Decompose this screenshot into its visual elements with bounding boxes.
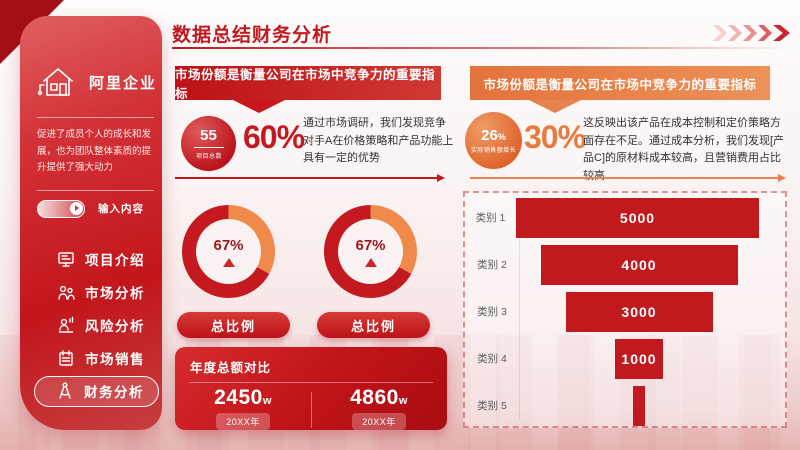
triangle-up-icon <box>222 257 235 267</box>
funnel-row: 类别 5 <box>465 383 785 428</box>
left-paragraph: 通过市场调研，我们发现竞争对手A在价格策略和产品功能上具有一定的优势 <box>303 117 454 165</box>
monitor-icon <box>58 252 74 268</box>
big-percent-right: 30% <box>524 119 586 155</box>
compass-icon <box>59 382 71 400</box>
calendar-icon <box>59 350 73 367</box>
sidebar-divider <box>37 117 154 118</box>
card-divider <box>189 382 433 383</box>
stat-label: 实际销售额增长 <box>470 147 517 154</box>
amount-value: 4860w <box>350 386 408 409</box>
stat-divider <box>193 146 224 148</box>
funnel-bar-track: 5000 <box>516 197 759 238</box>
funnel-bar-track <box>519 385 759 426</box>
total-ratio-pill-button[interactable]: 总比例 <box>177 312 290 338</box>
sidebar-item-market-sales[interactable]: 市场销售 <box>20 342 162 375</box>
amount-unit: w <box>398 395 408 407</box>
banner-notch-left <box>233 100 285 113</box>
market-share-banner-right: 市场份额是衡量公司在市场中竞争力的重要指标 <box>470 66 770 100</box>
card-columns: 2450w 20XX年 4860w 20XX年 <box>175 386 447 430</box>
stat-value: 55 <box>200 127 217 145</box>
funnel-category-label: 类别 1 <box>475 212 506 224</box>
chevron-icon <box>728 25 742 41</box>
donut-center: 67% <box>338 219 403 284</box>
sales-growth-stat-circle: 26% 实际销售额增长 <box>465 112 522 169</box>
input-label: 输入内容 <box>98 203 144 216</box>
team-chart-icon <box>58 317 74 334</box>
page-title: 数据总结财务分析 <box>172 25 333 46</box>
sidebar-item-financial-analysis[interactable]: 财务分析 <box>34 375 159 407</box>
funnel-bar-value: 3000 <box>621 303 657 320</box>
funnel-bar-track: 1000 <box>519 338 759 379</box>
company-name: 阿里企业 <box>89 74 158 92</box>
left-arrow-divider <box>175 174 445 182</box>
funnel-axis-line <box>519 199 520 420</box>
chevron-icon <box>743 25 757 41</box>
year-badge: 20XX年 <box>352 413 406 430</box>
funnel-category-label: 类别 2 <box>477 259 507 271</box>
company-description: 促进了成员个人的成长和发展，也为团队整体素质的提升提供了强大动力 <box>37 129 152 174</box>
company-logo-house-icon <box>37 68 73 96</box>
input-toggle[interactable]: 输入内容 <box>37 199 162 218</box>
card-vertical-divider <box>311 392 312 428</box>
funnel-bar-track: 3000 <box>519 291 759 332</box>
funnel-row: 类别 3 3000 <box>465 289 785 334</box>
donut-percent-label: 67% <box>355 236 386 254</box>
chevron-arrows <box>712 25 790 41</box>
stat-value: 26% <box>481 126 506 144</box>
funnel-bar: 3000 <box>565 291 713 332</box>
funnel-category-label: 类别 5 <box>477 400 507 412</box>
chevron-icon <box>758 25 772 41</box>
card-value-item: 4860w 20XX年 <box>311 386 447 430</box>
card-title: 年度总额对比 <box>190 361 272 375</box>
card-value-item: 2450w 20XX年 <box>175 386 311 430</box>
total-ratio-pill-button[interactable]: 总比例 <box>317 312 430 338</box>
sidebar-item-project-intro[interactable]: 项目介绍 <box>20 243 162 276</box>
donut-percent-label: 67% <box>213 236 244 254</box>
funnel-category-label: 类别 4 <box>477 353 507 365</box>
stat-unit: % <box>497 131 506 142</box>
brand: 阿里企业 <box>36 60 162 104</box>
market-share-banner-left: 市场份额是衡量公司在市场中竞争力的重要指标 <box>175 66 441 101</box>
funnel-bar: 4000 <box>540 244 738 285</box>
funnel-bar: 5000 <box>516 197 759 238</box>
annual-total-card: 年度总额对比 2450w 20XX年 4860w 20XX年 <box>175 347 447 430</box>
toggle-switch[interactable] <box>37 199 85 218</box>
sidebar-item-market-analysis[interactable]: 市场分析 <box>20 276 162 309</box>
big-percent-left: 60% <box>243 119 305 155</box>
people-icon <box>58 286 75 301</box>
chevron-icon <box>773 25 790 41</box>
stat-label: 项目总数 <box>195 152 222 160</box>
donut-chart-2: 67% <box>324 205 417 298</box>
right-paragraph: 这反映出该产品在成本控制和定价策略方面存在不足。通过成本分析，我们发现[产品C]… <box>583 117 785 182</box>
amount-value: 2450w <box>214 386 272 409</box>
title-underline <box>172 47 792 49</box>
funnel-bar-value: 4000 <box>621 256 657 273</box>
funnel-bar <box>633 385 645 426</box>
toggle-knob-arrow-icon[interactable] <box>70 201 83 215</box>
funnel-chart: 类别 1 5000 类别 2 4000 类别 3 3000 类别 4 1000 类别 5 <box>463 191 787 428</box>
year-badge: 20XX年 <box>216 413 270 430</box>
funnel-category-label: 类别 3 <box>477 306 507 318</box>
chevron-icon <box>713 25 727 41</box>
funnel-row: 类别 2 4000 <box>465 242 785 287</box>
funnel-bar-track: 4000 <box>519 244 759 285</box>
amount-unit: w <box>262 395 272 407</box>
donut-chart-1: 67% <box>182 205 275 298</box>
projects-stat-circle: 55 项目总数 <box>181 116 236 171</box>
funnel-bar-value: 1000 <box>621 350 657 367</box>
funnel-row: 类别 4 1000 <box>465 336 785 381</box>
triangle-up-icon <box>364 257 377 267</box>
sidebar-menu: 项目介绍 市场分析 风险分析 市场销售 <box>20 243 162 407</box>
sidebar-item-risk-analysis[interactable]: 风险分析 <box>20 309 162 342</box>
donut-center: 67% <box>196 219 261 284</box>
sidebar: 阿里企业 促进了成员个人的成长和发展，也为团队整体素质的提升提供了强大动力 输入… <box>20 16 162 430</box>
funnel-row: 类别 1 5000 <box>465 195 785 240</box>
funnel-bar: 1000 <box>615 338 663 379</box>
banner-notch-right <box>529 100 581 113</box>
funnel-bar-value: 5000 <box>619 209 656 226</box>
right-arrow-divider <box>470 174 786 182</box>
sidebar-divider <box>37 189 154 191</box>
